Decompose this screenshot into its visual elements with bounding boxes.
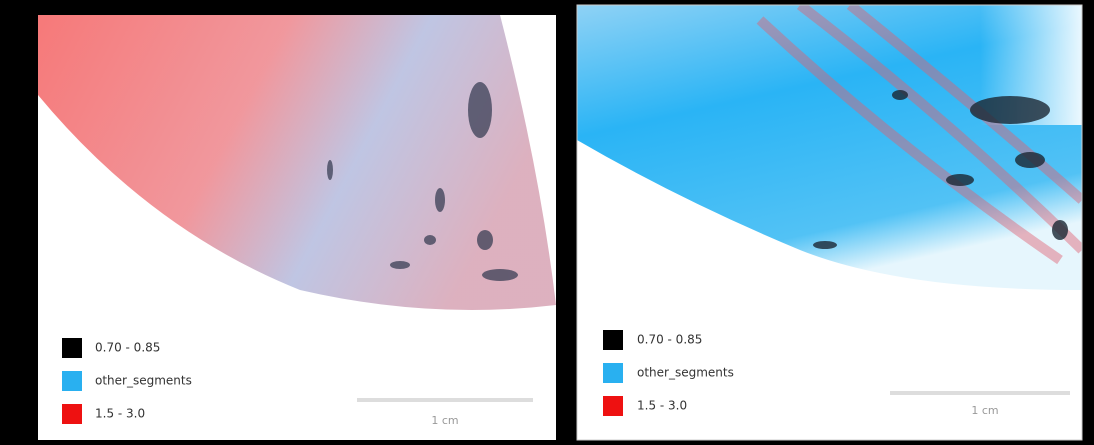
- scale-bar-label: 1 cm: [431, 414, 458, 427]
- legend-swatch: [603, 330, 623, 350]
- figure: 0.70 - 0.85 other_segments 1.5 - 3.0 1 cm 0.…: [0, 0, 1094, 445]
- scale-bar: [357, 398, 533, 402]
- scale-bar: [890, 391, 1070, 395]
- legend-label: other_segments: [637, 366, 734, 380]
- legend-label: 1.5 - 3.0: [637, 399, 687, 413]
- legend-label: 0.70 - 0.85: [637, 333, 702, 347]
- legend-swatch: [62, 404, 82, 424]
- legend-swatch: [62, 338, 82, 358]
- legend-label: other_segments: [95, 374, 192, 388]
- screenshot: 0.70 - 0.85 other_segments 1.5 - 3.0 1 cm 0.…: [0, 0, 1094, 445]
- legend-swatch: [603, 396, 623, 416]
- legend-swatch: [603, 363, 623, 383]
- legend-label: 0.70 - 0.85: [95, 341, 160, 355]
- legend-swatch: [62, 371, 82, 391]
- scale-bar-label: 1 cm: [971, 404, 998, 417]
- legend-label: 1.5 - 3.0: [95, 407, 145, 421]
